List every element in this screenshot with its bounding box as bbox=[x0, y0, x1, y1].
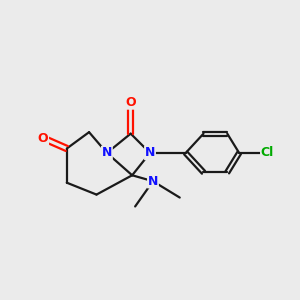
Text: N: N bbox=[148, 175, 158, 188]
Text: O: O bbox=[38, 132, 48, 145]
Text: N: N bbox=[145, 146, 155, 160]
Text: O: O bbox=[125, 96, 136, 109]
Text: N: N bbox=[102, 146, 112, 160]
Text: Cl: Cl bbox=[261, 146, 274, 160]
